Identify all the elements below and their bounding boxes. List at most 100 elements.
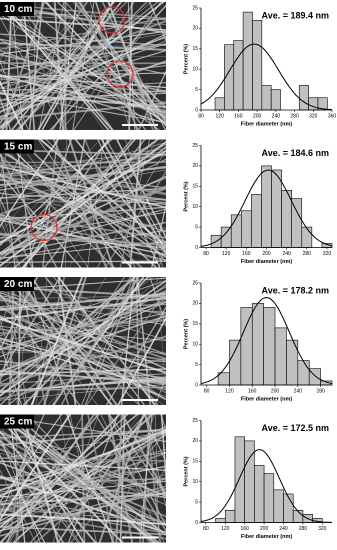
fiber — [207, 0, 213, 150]
image-label: 20 cm — [4, 279, 32, 290]
fiber — [0, 487, 166, 537]
fiber — [0, 318, 27, 405]
x-tick-label: 80 — [203, 251, 209, 257]
fiber — [0, 454, 46, 543]
sem-image: 25 cm — [0, 414, 166, 543]
fiber — [0, 39, 166, 118]
fiber — [0, 13, 160, 130]
fiber — [0, 167, 166, 188]
fiber — [98, 414, 145, 543]
y-tick-label: 25 — [192, 418, 198, 424]
fiber — [143, 414, 166, 464]
bar — [242, 11, 253, 111]
fiber — [0, 460, 166, 471]
fiber — [33, 2, 36, 130]
x-tick-label: 120 — [216, 113, 225, 119]
fiber — [57, 414, 140, 543]
fiber — [0, 218, 21, 268]
y-axis-label: Percent (%) — [183, 44, 189, 74]
x-tick-label: 200 — [253, 113, 262, 119]
fit-curve — [200, 43, 333, 111]
y-tick-label: 15 — [192, 46, 198, 52]
bar — [261, 165, 272, 248]
bar — [220, 226, 232, 248]
fiber — [158, 239, 166, 268]
fiber — [0, 208, 166, 254]
histogram: 0 5 10 15 20 25 80 120 160 200 240 280 320 360 Fiber d… — [183, 5, 336, 127]
fiber — [12, 146, 166, 268]
y-tick-label: 20 — [192, 163, 198, 169]
bar — [241, 210, 252, 248]
fiber — [0, 414, 129, 529]
fiber — [0, 139, 135, 255]
bar — [308, 97, 319, 111]
x-tick-label: 280 — [316, 388, 325, 394]
fiber — [15, 2, 148, 130]
fiber — [0, 320, 166, 341]
fiber — [0, 162, 166, 196]
x-tick-label: 280 — [303, 251, 312, 257]
sem-image: 15 cm — [0, 139, 166, 268]
fiber — [0, 303, 166, 311]
annotation: Ave. = 172.5 nm — [262, 423, 329, 433]
fiber — [30, 277, 84, 405]
bar — [263, 473, 275, 523]
fiber — [0, 232, 166, 247]
fiber — [34, 426, 166, 543]
fiber — [156, 277, 166, 397]
fiber — [86, 290, 166, 405]
fiber — [0, 33, 166, 92]
bar — [214, 97, 225, 111]
y-tick-label: 10 — [192, 67, 198, 73]
fiber — [0, 457, 166, 462]
fiber — [0, 336, 18, 405]
fiber — [0, 20, 166, 86]
y-tick-label: 5 — [195, 499, 198, 505]
fiber — [0, 369, 166, 385]
fiber — [94, 414, 166, 533]
fiber — [59, 2, 77, 130]
fiber — [57, 277, 156, 405]
fiber — [0, 368, 166, 376]
x-tick-label: 200 — [262, 251, 271, 257]
fiber — [0, 179, 166, 233]
fiber — [52, 277, 159, 405]
fiber — [0, 139, 101, 242]
fiber — [155, 374, 166, 405]
fiber — [0, 143, 166, 217]
y-axis-label: Percent (%) — [183, 181, 189, 211]
fiber — [0, 300, 166, 351]
fiber — [0, 49, 166, 102]
fiber — [38, 139, 166, 248]
scale-bar — [122, 399, 158, 401]
fiber — [149, 277, 166, 327]
x-axis-label: Fiber diameter (nm) — [241, 259, 293, 265]
scale-bar — [122, 536, 158, 539]
bar — [298, 85, 309, 111]
sem-texture: 15 cm — [0, 139, 166, 268]
fiber — [0, 139, 113, 247]
fiber — [0, 386, 166, 392]
fiber — [0, 202, 19, 268]
annotation: Ave. = 189.4 nm — [262, 10, 329, 20]
fiber — [0, 219, 166, 256]
fiber — [0, 214, 166, 239]
fiber — [9, 414, 84, 543]
fit-curve — [200, 297, 333, 385]
x-tick-label: 320 — [309, 113, 318, 119]
fiber — [0, 229, 166, 260]
fiber — [160, 414, 166, 489]
fiber — [0, 152, 58, 268]
bar — [263, 307, 276, 386]
fiber — [0, 178, 166, 201]
fiber — [107, 414, 166, 527]
y-tick-label: 25 — [192, 143, 198, 149]
fiber — [0, 199, 166, 204]
y-tick-label: 10 — [192, 204, 198, 210]
fiber — [68, 139, 158, 268]
fiber — [119, 139, 151, 268]
fiber — [69, 414, 97, 543]
fiber — [107, 414, 134, 543]
fiber — [22, 277, 150, 405]
